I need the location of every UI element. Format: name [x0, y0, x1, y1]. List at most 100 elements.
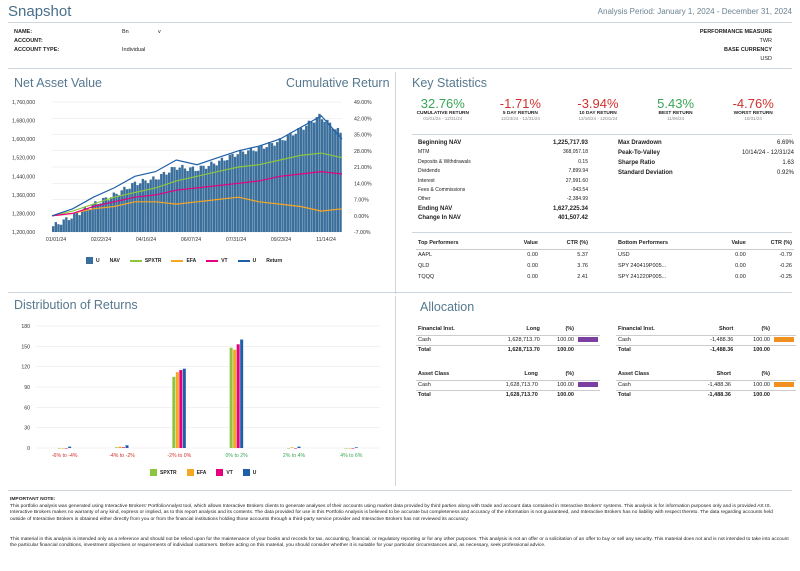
nav-bar — [157, 179, 160, 232]
nav-legend-item: U — [237, 257, 257, 264]
dist-bar-efa — [175, 372, 179, 448]
nav-bar — [299, 127, 303, 232]
allocation-title: Allocation — [420, 300, 475, 314]
alloc-long-fi-bar — [578, 337, 598, 343]
nav-breakdown-row: Dividends 7,899.94 — [418, 168, 588, 177]
return-y-tick-label: 14.00% — [354, 181, 372, 187]
nav-bar — [310, 121, 313, 232]
nav-bar — [120, 190, 123, 232]
key-stat-date: 10/31/24 — [744, 116, 762, 121]
nav-bar — [173, 167, 176, 232]
nav-bar — [257, 146, 261, 232]
nav-row-label: Other — [418, 196, 431, 203]
important-note-heading: IMPORTANT NOTE: — [10, 497, 56, 502]
return-y-tick-label: 42.00% — [354, 116, 372, 122]
distribution-chart: 180 150 120 90 60 30 0 -6% to -4% -4% to -2% -2% … — [21, 324, 380, 459]
alloc-long-fi-header-spacer — [576, 323, 600, 336]
dist-bar-vt — [351, 448, 355, 449]
alloc-long-fi-cell: 100.00 — [541, 335, 576, 346]
dist-bar-vt — [122, 447, 125, 448]
alloc-long-ac-cell: 100.00 — [557, 392, 574, 399]
dist-legend-item: SPXTR — [150, 469, 177, 476]
alloc-long-ac-cell: Cash — [416, 380, 478, 391]
account-type-value: Individual — [122, 47, 146, 53]
alloc-short-ac-bar-cell — [772, 380, 796, 391]
top-performers-cell: QLD — [418, 262, 430, 269]
top-performers-cell: 2.41 — [577, 273, 588, 280]
alloc-short-fi-row: Total -1,488.36 100.00 — [616, 345, 796, 355]
alloc-long-fi-bar-cell — [576, 345, 600, 355]
legend-label: VT — [226, 469, 233, 476]
dist-x-tick-label: -4% to -2% — [109, 453, 135, 459]
nav-bar — [207, 165, 210, 232]
nav-row-value: 1,225,717.93 — [552, 140, 588, 146]
bottom-performers-header-cell: Bottom Performers — [616, 237, 715, 250]
account-divider — [8, 68, 792, 69]
alloc-short-fi-header-cell: Short — [687, 323, 736, 336]
nav-bar — [91, 203, 94, 232]
alloc-long-fi-header-cell: Financial Inst. — [416, 323, 483, 336]
nav-breakdown-row: Beginning NAV 1,225,717.93 — [418, 140, 588, 149]
nav-y-tick-label: 1,680,000 — [12, 119, 35, 125]
nav-bar — [228, 154, 232, 232]
nav-bar — [181, 164, 184, 232]
vertical-divider-top — [395, 72, 396, 294]
alloc-short-ac-cell: Total — [618, 392, 631, 399]
key-stat: -4.76% WORST RETURN 10/31/24 — [714, 96, 792, 121]
dist-legend-item: VT — [216, 469, 233, 476]
alloc-long-ac-bar — [578, 382, 598, 388]
alloc-long-fi-cell: 1,628,713.70 — [507, 347, 540, 354]
alloc-long-fi-cell: 100.00 — [557, 347, 574, 354]
alloc-long-ac-header: Asset Class Long (%) — [416, 368, 600, 381]
dist-bar-spxtr — [344, 448, 348, 449]
nav-breakdown-row: Fees & Commissions -943.54 — [418, 187, 588, 196]
alloc-short-fi-cell: -1,488.36 — [687, 335, 736, 346]
nav-y-tick-label: 1,360,000 — [12, 193, 35, 199]
nav-bar — [202, 165, 205, 232]
alloc-short-ac-bar-cell — [772, 390, 796, 400]
key-stat-value: -3.94% — [577, 96, 619, 111]
nav-bar — [313, 122, 316, 232]
top-performers-cell: TQQQ — [418, 273, 435, 280]
legend-label: EFA — [186, 257, 197, 264]
nav-x-tick-label: 04/16/24 — [136, 237, 156, 243]
alloc-long-ac-cell: Total — [418, 392, 431, 399]
nav-row-value: -2,384.99 — [566, 196, 588, 203]
nav-bar — [62, 219, 65, 232]
legend-label: VT — [221, 257, 228, 264]
return-line-efa — [51, 196, 343, 217]
nav-breakdown-row: Ending NAV 1,627,225.34 — [418, 206, 588, 215]
return-line-spxtr — [51, 152, 343, 217]
nav-bar — [297, 128, 300, 232]
dist-bar-spxtr — [57, 448, 61, 449]
legend-label: U — [96, 257, 100, 264]
nav-bar — [70, 218, 73, 232]
alloc-short-ac-cell: 100.00 — [732, 380, 772, 391]
nav-bar — [183, 168, 187, 232]
nav-bar — [57, 224, 60, 232]
nav-x-tick-label: 02/22/24 — [91, 237, 111, 243]
middle-divider — [8, 292, 792, 293]
allocation-long-financial-table: Financial Inst. Long (%) Cash 1,628,713.70 10… — [416, 323, 600, 355]
legend-label: NAV — [109, 257, 120, 264]
bottom-performers-header: Bottom Performers Value CTR (%) — [616, 237, 794, 250]
page-title: Snapshot — [8, 3, 72, 20]
nav-bar — [307, 120, 311, 232]
bottom-performers-cell: -0.79 — [779, 251, 792, 258]
top-performers-header-cell: CTR (%) — [539, 237, 590, 250]
legend-label: U — [252, 257, 257, 264]
alloc-short-ac-header-cell: (%) — [732, 368, 772, 381]
risk-row: Peak-To-Valley 10/14/24 - 12/31/24 — [618, 150, 794, 160]
account-label: ACCOUNT: — [14, 38, 43, 44]
dist-bar-u — [182, 368, 186, 448]
return-y-tick-label: 7.00% — [354, 198, 369, 204]
nav-bar — [212, 163, 216, 232]
nav-bar — [170, 167, 174, 232]
nav-bar — [136, 185, 139, 232]
alloc-long-ac-header-cell: Long — [477, 368, 540, 381]
nav-bar — [110, 197, 113, 232]
alloc-short-ac-row: Total -1,488.36 100.00 — [616, 390, 796, 400]
risk-label: Sharpe Ratio — [618, 160, 656, 166]
name-dropdown-caret[interactable]: v — [158, 29, 161, 35]
nav-x-tick-label: 07/31/24 — [226, 237, 246, 243]
